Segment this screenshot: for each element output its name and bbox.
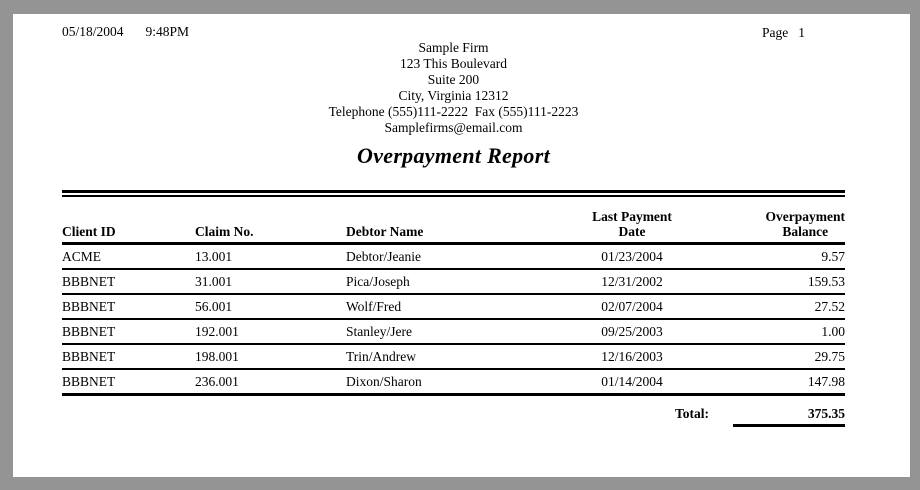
cell-claim-no: 198.001 [195, 348, 239, 364]
cell-claim-no: 56.001 [195, 298, 233, 314]
cell-client-id: ACME [62, 248, 102, 264]
table-row: BBBNET 192.001 Stanley/Jere 09/25/2003 1… [62, 320, 845, 345]
cell-debtor-name: Stanley/Jere [346, 323, 412, 339]
table-header-row: Client ID Claim No. Debtor Name Last Pay… [62, 197, 845, 245]
cell-client-id: BBBNET [62, 348, 116, 364]
page-number: Page 1 [762, 25, 805, 41]
firm-address-line3: City, Virginia 12312 [398, 88, 509, 103]
table-row: BBBNET 198.001 Trin/Andrew 12/16/2003 29… [62, 345, 845, 370]
page-number-value: 1 [798, 25, 805, 40]
cell-client-id: BBBNET [62, 298, 116, 314]
firm-address-line2: Suite 200 [427, 72, 480, 87]
total-value: 375.35 [733, 406, 845, 427]
table-row: BBBNET 56.001 Wolf/Fred 02/07/2004 27.52 [62, 295, 845, 320]
total-label: Total: [674, 406, 709, 421]
report-title: Overpayment Report [357, 143, 550, 168]
print-time: 9:48PM [145, 24, 190, 39]
table-top-rule [62, 190, 845, 197]
table-body: ACME 13.001 Debtor/Jeanie 01/23/2004 9.5… [62, 245, 845, 396]
cell-last-payment-date: 02/07/2004 [601, 298, 663, 314]
column-header-claim-no: Claim No. [195, 224, 254, 239]
overpayment-table: Client ID Claim No. Debtor Name Last Pay… [62, 190, 845, 427]
column-header-debtor-name: Debtor Name [346, 224, 424, 239]
column-header-overpayment-balance-text: Overpayment Balance [765, 209, 845, 239]
cell-debtor-name: Pica/Joseph [346, 273, 410, 289]
cell-last-payment-date: 01/14/2004 [601, 373, 663, 389]
cell-claim-no: 236.001 [195, 373, 239, 389]
cell-last-payment-date: 12/16/2003 [601, 348, 663, 364]
cell-debtor-name: Wolf/Fred [346, 298, 402, 314]
cell-overpayment-balance: 147.98 [807, 373, 845, 389]
column-header-overpayment-balance: Overpayment Balance [728, 209, 845, 239]
firm-phone-fax: Telephone (555)111-2222 Fax (555)111-222… [328, 104, 579, 119]
cell-overpayment-balance: 27.52 [814, 298, 845, 314]
firm-address-line1: 123 This Boulevard [400, 56, 507, 71]
cell-overpayment-balance: 159.53 [807, 273, 845, 289]
page-label: Page [762, 25, 789, 40]
report-page: 05/18/2004 9:48PM Page 1 Sample Firm 123 T… [13, 14, 910, 477]
cell-overpayment-balance: 1.00 [821, 323, 845, 339]
firm-name: Sample Firm [418, 40, 489, 55]
total-row: Total: 375.35 [62, 406, 845, 427]
cell-debtor-name: Dixon/Sharon [346, 373, 422, 389]
print-dateline: 05/18/2004 9:48PM [62, 24, 189, 40]
column-header-last-payment-date: Last Payment Date [592, 209, 672, 239]
cell-client-id: BBBNET [62, 323, 116, 339]
firm-email: Samplefirms@email.com [384, 120, 523, 135]
cell-claim-no: 31.001 [195, 273, 233, 289]
cell-last-payment-date: 12/31/2002 [601, 273, 663, 289]
cell-claim-no: 192.001 [195, 323, 239, 339]
table-row: BBBNET 31.001 Pica/Joseph 12/31/2002 159… [62, 270, 845, 295]
cell-overpayment-balance: 29.75 [814, 348, 845, 364]
cell-overpayment-balance: 9.57 [821, 248, 845, 264]
cell-claim-no: 13.001 [195, 248, 233, 264]
cell-last-payment-date: 09/25/2003 [601, 323, 663, 339]
cell-debtor-name: Debtor/Jeanie [346, 248, 421, 264]
cell-client-id: BBBNET [62, 273, 116, 289]
table-row: BBBNET 236.001 Dixon/Sharon 01/14/2004 1… [62, 370, 845, 396]
table-row: ACME 13.001 Debtor/Jeanie 01/23/2004 9.5… [62, 245, 845, 270]
column-header-client-id: Client ID [62, 224, 116, 239]
firm-address-block: Sample Firm 123 This Boulevard Suite 200… [62, 40, 845, 136]
cell-last-payment-date: 01/23/2004 [601, 248, 663, 264]
cell-client-id: BBBNET [62, 373, 116, 389]
print-date: 05/18/2004 [62, 24, 124, 39]
cell-debtor-name: Trin/Andrew [346, 348, 417, 364]
